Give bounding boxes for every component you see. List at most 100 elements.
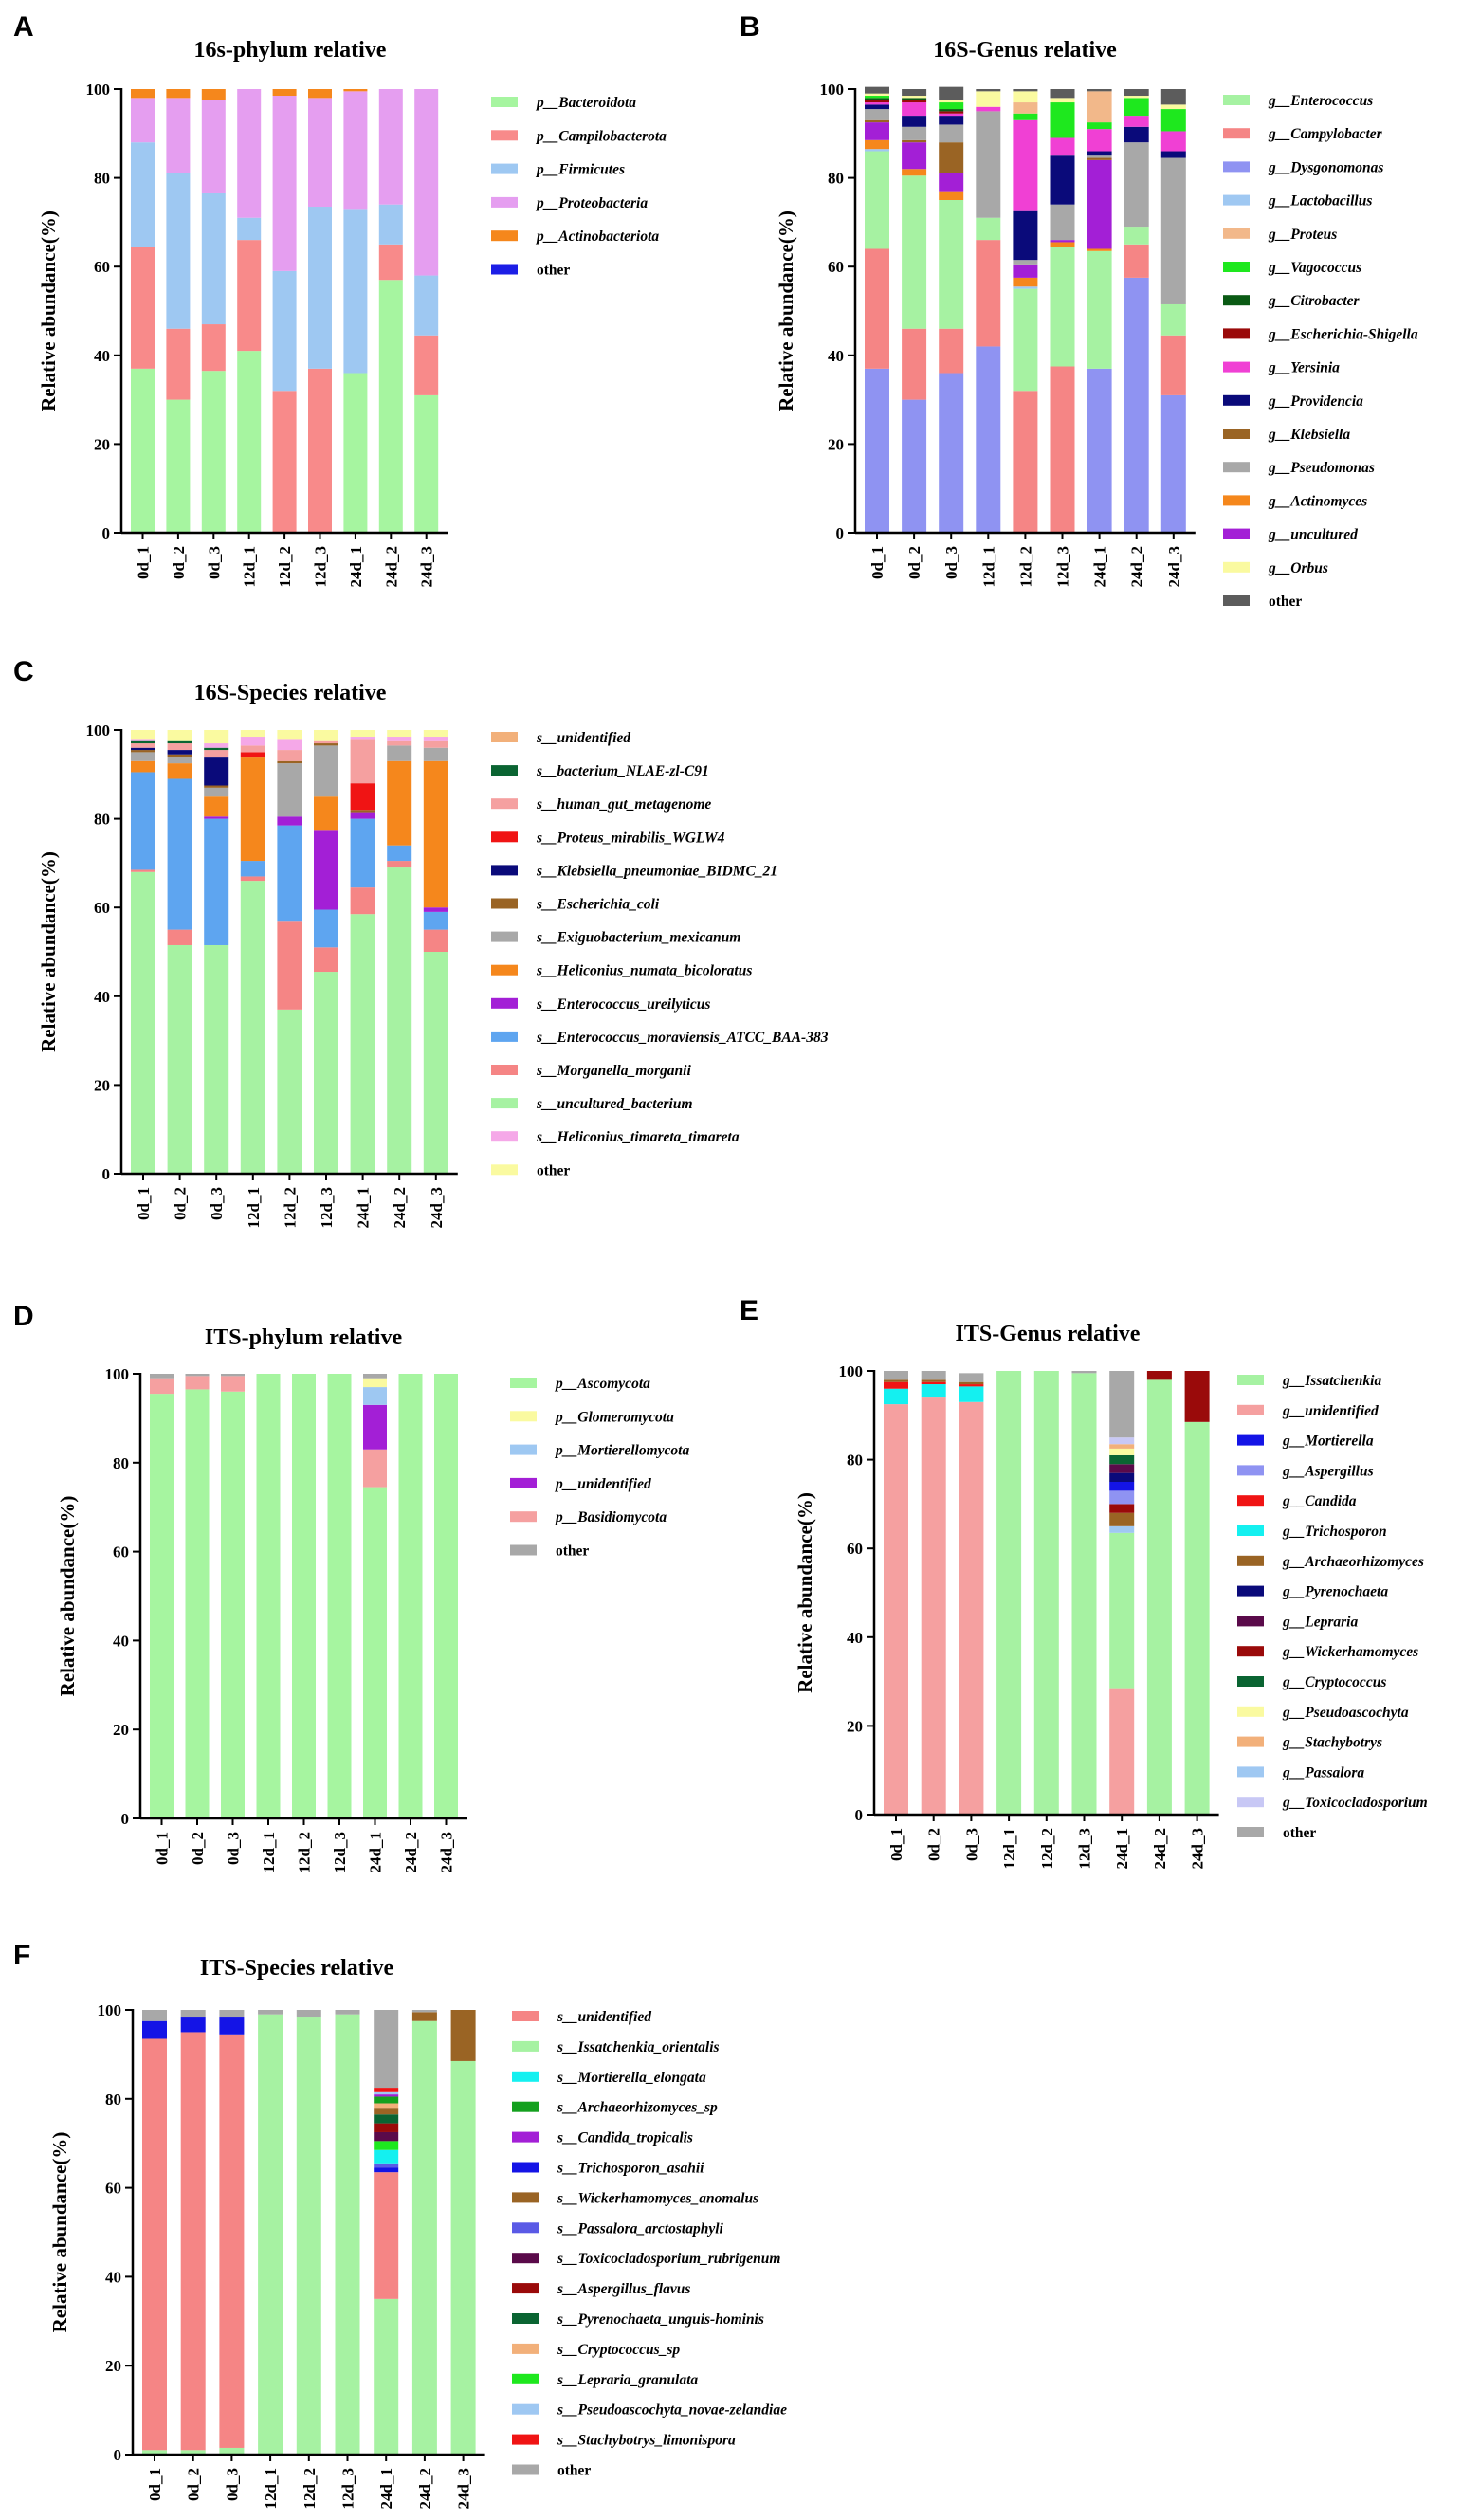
legend-label: p__Actinobacteriota	[535, 228, 659, 245]
legend-label: other	[1283, 1825, 1316, 1841]
bar-segment	[237, 351, 262, 533]
y-axis-label: Relative abundance(%)	[794, 1492, 816, 1693]
y-tick-label: 20	[847, 1717, 863, 1735]
bar-segment	[976, 240, 1001, 347]
bar-segment	[1124, 142, 1149, 228]
legend-label: g__Yersinia	[1268, 360, 1340, 376]
bar-segment	[343, 373, 368, 533]
bar-segment	[204, 944, 229, 1174]
bar-segment	[374, 2131, 399, 2142]
y-axis-label: Relative abundance(%)	[37, 851, 60, 1052]
legend-label: p__Mortierellomycota	[554, 1443, 689, 1459]
bar-segment	[221, 1376, 245, 1392]
bar-segment	[180, 2017, 206, 2033]
bar-segment	[865, 368, 889, 533]
x-tick-label: 24d_1	[1113, 1828, 1131, 1869]
legend-swatch	[1223, 462, 1250, 473]
bar-segment	[131, 368, 155, 533]
bar-segment	[921, 1397, 946, 1815]
legend-swatch	[491, 865, 518, 876]
legend-swatch	[1237, 1676, 1264, 1687]
bar-segment	[414, 275, 439, 336]
bar-segment	[1087, 89, 1112, 92]
bar-segment	[142, 2010, 167, 2021]
bar-segment	[374, 2114, 399, 2124]
bar-segment	[277, 739, 302, 751]
bar-segment	[1109, 1512, 1135, 1526]
legend-label: g__Pseudoascochyta	[1282, 1705, 1409, 1721]
x-tick-label: 24d_3	[455, 2468, 473, 2509]
bar-segment	[1013, 89, 1038, 92]
legend-label: g__Passalora	[1282, 1764, 1364, 1780]
legend-label: g__Stachybotrys	[1282, 1735, 1382, 1751]
x-tick-label: 0d_1	[154, 1832, 172, 1865]
bar-segment	[237, 240, 262, 352]
x-tick-label: 24d_2	[1128, 546, 1146, 587]
legend-label: g__Toxicocladosporium	[1282, 1795, 1428, 1811]
bar-segment	[423, 760, 448, 908]
legend-swatch	[1237, 1525, 1264, 1536]
bar-segment	[204, 818, 229, 945]
legend-swatch	[491, 1098, 518, 1109]
bar-segment	[387, 760, 412, 846]
bar-segment	[921, 1384, 946, 1398]
legend-swatch	[491, 130, 518, 141]
legend-label: s__Pseudoascochyta_novae-zelandiae	[557, 2402, 787, 2419]
y-axis-label: Relative abundance(%)	[37, 210, 60, 411]
legend-swatch	[491, 1031, 518, 1042]
bar-segment	[959, 1373, 984, 1382]
bar-segment	[1013, 113, 1038, 120]
legend-label: g__unidentified	[1282, 1403, 1379, 1419]
bar-segment	[1087, 151, 1112, 156]
bar-segment	[939, 116, 964, 125]
legend-label: s__uncultured_bacterium	[536, 1096, 693, 1112]
x-tick-label: 12d_2	[1038, 1828, 1056, 1869]
x-tick-label: 24d_2	[402, 1832, 420, 1872]
legend-swatch	[1223, 95, 1250, 105]
legend-swatch	[491, 732, 518, 742]
bar-segment	[374, 2167, 399, 2173]
bar-segment	[1109, 1504, 1135, 1513]
legend-label: s__Stachybotrys_limonispora	[557, 2433, 736, 2449]
bar-segment	[167, 743, 192, 751]
legend-label: g__Pyrenochaeta	[1282, 1584, 1388, 1600]
bar-segment	[314, 740, 338, 744]
x-tick-label: 24d_2	[382, 546, 400, 587]
bar-segment	[314, 947, 338, 973]
panel-b: B 16S-Genus relative Relative abundance(%)…	[740, 11, 1418, 610]
bar-segment	[411, 2010, 437, 2013]
bar-segment	[996, 1371, 1022, 1815]
bar-segment	[1050, 204, 1075, 241]
y-tick-label: 60	[113, 1543, 129, 1561]
bar-segment	[865, 93, 889, 97]
legend-swatch	[1237, 1736, 1264, 1747]
legend-swatch	[512, 2222, 539, 2234]
legend-swatch	[512, 2162, 539, 2173]
panel-a: A 16s-phylum relative Relative abundance(%…	[13, 11, 667, 587]
bar-segment	[1109, 1448, 1135, 1455]
bar-segment	[350, 887, 375, 915]
bar-segment	[131, 89, 155, 99]
x-tick-label: 12d_1	[1000, 1828, 1018, 1869]
y-tick-label: 0	[114, 2446, 122, 2464]
bar-segment	[939, 373, 964, 533]
x-tick-label: 0d_1	[887, 1828, 905, 1861]
bar-segment	[1013, 391, 1038, 533]
bar-segment	[902, 98, 927, 100]
legend-label: s__human_gut_metagenome	[536, 796, 711, 813]
bar-segment	[865, 104, 889, 110]
y-tick-label: 60	[105, 2180, 121, 2198]
x-tick-label: 0d_3	[942, 546, 960, 579]
y-tick-label: 100	[86, 81, 111, 99]
bar-segment	[167, 929, 192, 945]
bar-segment	[865, 109, 889, 120]
bar-segment	[865, 149, 889, 152]
legend-swatch	[1223, 295, 1250, 306]
bar-segment	[374, 2094, 399, 2097]
y-tick-label: 0	[102, 524, 111, 542]
legend-swatch	[1237, 1404, 1264, 1415]
x-tick-label: 0d_1	[135, 546, 153, 579]
bar-segment	[204, 747, 229, 751]
bar-segment	[1013, 260, 1038, 265]
